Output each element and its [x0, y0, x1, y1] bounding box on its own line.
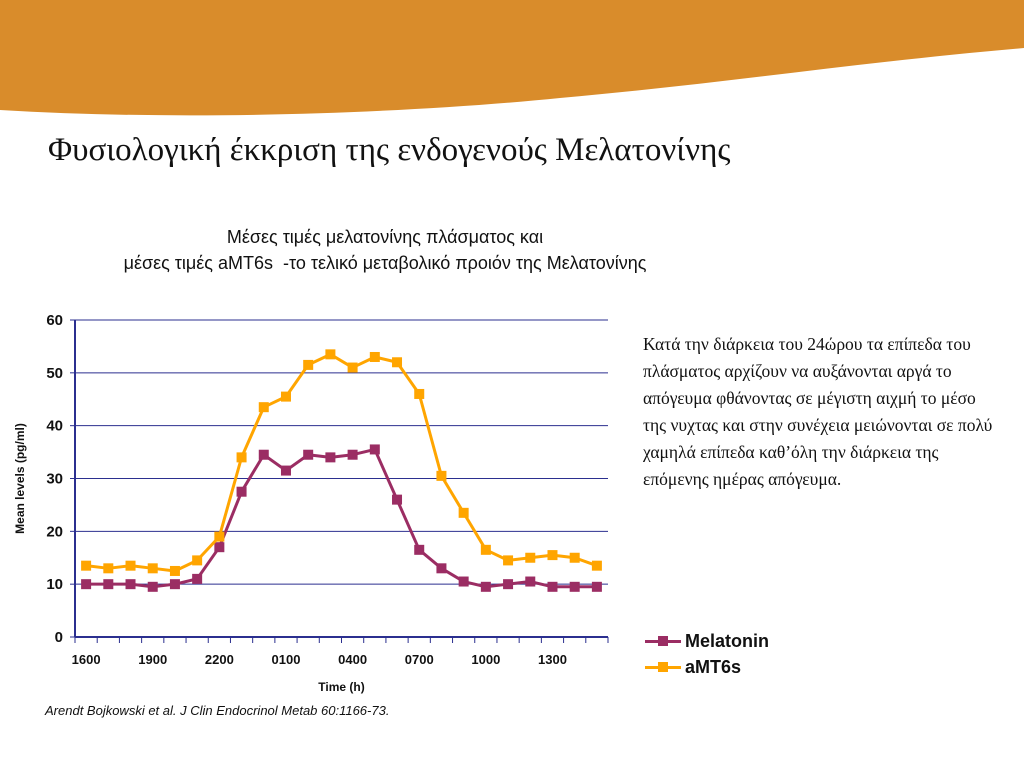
x-tick-label: 0700 [405, 652, 434, 667]
banner-wave [0, 0, 1024, 116]
data-point-melatonin [392, 494, 403, 505]
data-point-amt6s [81, 560, 92, 571]
chart-title: Μέσες τιμές μελατονίνης πλάσματος και μέ… [40, 224, 730, 276]
x-tick-label: 1900 [138, 652, 167, 667]
y-tick-label: 10 [46, 576, 63, 593]
data-point-melatonin [147, 581, 158, 592]
data-point-melatonin [458, 576, 469, 587]
y-axis-label: Mean levels (pg/ml) [13, 423, 27, 534]
y-tick-label: 30 [46, 471, 63, 488]
data-point-melatonin [214, 542, 225, 553]
slide-title: Φυσιολογική έκκριση της ενδογενούς Μελατ… [48, 132, 731, 168]
data-point-melatonin [325, 452, 336, 463]
data-point-amt6s [547, 550, 558, 561]
header-banner [0, 0, 1024, 116]
data-point-amt6s [236, 452, 247, 463]
data-point-amt6s [214, 531, 225, 542]
data-point-amt6s [458, 507, 469, 518]
data-point-amt6s [125, 560, 136, 571]
data-point-amt6s [569, 552, 580, 563]
data-point-amt6s [169, 565, 180, 576]
x-tick-label: 1300 [538, 652, 567, 667]
data-point-amt6s [192, 555, 203, 566]
series-line-melatonin [86, 447, 597, 589]
legend-swatch-amt6s [645, 660, 681, 674]
line-chart: 0 10 20 30 40 50 60 1600 1900 2200 0100 0400 0700 100… [13, 312, 609, 694]
x-tick-label: 0100 [272, 652, 301, 667]
data-point-melatonin [436, 563, 447, 574]
x-tick-label: 2200 [205, 652, 234, 667]
x-tick-label: 1600 [72, 652, 101, 667]
data-point-amt6s [591, 560, 602, 571]
data-point-melatonin [280, 465, 291, 476]
y-tick-label: 0 [55, 629, 63, 646]
data-point-melatonin [81, 579, 92, 590]
citation: Arendt Bojkowski et al. J Clin Endocrino… [45, 703, 390, 718]
data-point-melatonin [414, 544, 425, 555]
data-point-melatonin [569, 581, 580, 592]
data-point-melatonin [480, 581, 491, 592]
data-point-melatonin [591, 581, 602, 592]
data-point-amt6s [503, 555, 514, 566]
data-point-amt6s [369, 351, 380, 362]
data-point-melatonin [236, 486, 247, 497]
data-point-melatonin [503, 579, 514, 590]
y-tick-label: 40 [46, 418, 63, 435]
legend-label-melatonin: Melatonin [685, 630, 769, 651]
data-point-melatonin [125, 579, 136, 590]
data-point-amt6s [480, 544, 491, 555]
legend-item-amt6s: aMT6s [645, 654, 769, 680]
x-tick-label: 1000 [471, 652, 500, 667]
data-point-amt6s [147, 563, 158, 574]
data-point-amt6s [325, 349, 336, 360]
y-tick-label: 50 [46, 365, 63, 382]
data-point-amt6s [347, 362, 358, 373]
data-point-melatonin [258, 449, 269, 460]
chart-description: Κατά την διάρκεια του 24ώρου τα επίπεδα … [643, 334, 993, 489]
data-point-melatonin [303, 449, 314, 460]
data-point-melatonin [192, 573, 203, 584]
chart-title-line-2: μέσες τιμές aMT6s -το τελικό μεταβολικό … [123, 253, 647, 273]
x-axis-label: Time (h) [318, 680, 364, 694]
data-point-amt6s [303, 359, 314, 370]
data-point-amt6s [258, 402, 269, 413]
y-tick-label: 60 [46, 312, 63, 329]
data-point-melatonin [525, 576, 536, 587]
legend-label-amt6s: aMT6s [685, 656, 742, 677]
data-point-amt6s [280, 391, 291, 402]
data-point-amt6s [525, 552, 536, 563]
legend-item-melatonin: Melatonin [645, 628, 769, 654]
y-tick-label: 20 [46, 523, 63, 540]
data-point-amt6s [392, 357, 403, 368]
data-point-melatonin [547, 581, 558, 592]
data-point-amt6s [436, 470, 447, 481]
legend-swatch-melatonin [645, 634, 681, 648]
data-point-amt6s [414, 388, 425, 399]
data-point-melatonin [169, 579, 180, 590]
series-line-amt6s [85, 352, 598, 573]
data-point-amt6s [103, 563, 114, 574]
data-point-melatonin [103, 579, 114, 590]
chart-title-line-1: Μέσες τιμές μελατονίνης πλάσματος και [226, 227, 544, 247]
data-point-melatonin [347, 449, 358, 460]
data-point-melatonin [369, 444, 380, 455]
chart-legend: Melatonin aMT6s [645, 628, 769, 680]
x-tick-label: 0400 [338, 652, 367, 667]
